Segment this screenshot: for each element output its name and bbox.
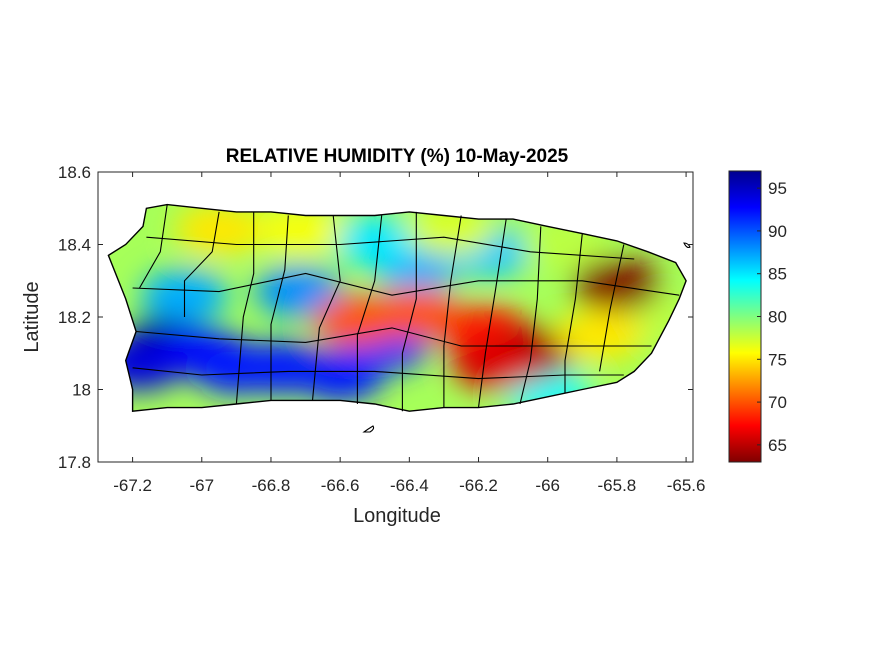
colorbar-tick-label: 65 bbox=[768, 436, 787, 455]
small-islands bbox=[362, 242, 691, 433]
municipality-boundary-0 bbox=[139, 204, 168, 289]
y-axis-ticks: 17.8 18 18.2 18.4 18.6 bbox=[58, 163, 693, 472]
y-tick-label: 18.6 bbox=[58, 163, 91, 182]
municipality-boundary-1 bbox=[183, 211, 220, 317]
humidity-blob-24 bbox=[555, 309, 644, 362]
municipality-boundary-12 bbox=[132, 272, 680, 296]
humidity-blob-23 bbox=[572, 258, 661, 311]
colorbar-tick-label: 85 bbox=[768, 265, 787, 284]
culebrita-shore bbox=[683, 242, 691, 249]
humidity-blob-8 bbox=[254, 265, 343, 318]
x-axis-ticks: -67.2 -67 -66.8 -66.6 -66.4 -66.2 -66 -65.8 -65.… bbox=[113, 172, 705, 495]
x-tick-label: -66.4 bbox=[390, 476, 429, 495]
humidity-blob-10 bbox=[330, 214, 419, 267]
municipality-boundary-7 bbox=[443, 215, 462, 408]
colorbar bbox=[728, 170, 762, 463]
x-tick-label: -67.2 bbox=[113, 476, 152, 495]
y-tick-label: 17.8 bbox=[58, 453, 91, 472]
x-tick-label: -66 bbox=[535, 476, 560, 495]
x-tick-label: -66.2 bbox=[459, 476, 498, 495]
colorbar-ticks: 65 70 75 80 85 90 95 bbox=[757, 179, 787, 455]
colorbar-tick-label: 90 bbox=[768, 222, 787, 241]
y-axis-label: Latitude bbox=[21, 281, 43, 352]
municipality-boundary-9 bbox=[519, 226, 542, 405]
municipality-boundary-13 bbox=[136, 327, 652, 347]
colorbar-tick-label: 95 bbox=[768, 179, 787, 198]
caja-de-muertos-island bbox=[362, 425, 375, 433]
humidity-blob-13 bbox=[175, 204, 264, 256]
municipality-boundary-11 bbox=[599, 244, 625, 372]
chart-title: RELATIVE HUMIDITY (%) 10-May-2025 bbox=[226, 146, 569, 167]
municipality-boundary-14 bbox=[146, 236, 635, 260]
humidity-blob-14 bbox=[254, 204, 343, 256]
x-tick-label: -66.8 bbox=[252, 476, 291, 495]
colorbar-tick-label: 75 bbox=[768, 350, 787, 369]
municipality-boundary-8 bbox=[477, 219, 507, 408]
island-outline bbox=[107, 203, 687, 412]
y-tick-label: 18.2 bbox=[58, 308, 91, 327]
x-tick-label: -65.6 bbox=[667, 476, 706, 495]
colorbar-tick-label: 70 bbox=[768, 393, 787, 412]
y-tick-label: 18.4 bbox=[58, 236, 91, 255]
municipality-boundary-4 bbox=[311, 215, 341, 401]
colorbar-tick-label: 80 bbox=[768, 308, 787, 327]
municipality-boundary-6 bbox=[401, 211, 417, 412]
x-tick-label: -65.8 bbox=[598, 476, 637, 495]
municipality-boundary-3 bbox=[270, 215, 289, 401]
x-tick-label: -66.6 bbox=[321, 476, 360, 495]
municipality-boundary-10 bbox=[564, 233, 583, 394]
municipality-boundary-2 bbox=[235, 211, 255, 405]
municipality-boundary-5 bbox=[356, 215, 383, 404]
x-tick-label: -67 bbox=[189, 476, 214, 495]
humidity-field bbox=[108, 204, 687, 412]
municipality-boundary-15 bbox=[132, 367, 624, 380]
y-tick-label: 18 bbox=[72, 381, 91, 400]
humidity-blob-19 bbox=[372, 287, 461, 340]
municipality-boundaries bbox=[132, 204, 680, 412]
x-axis-label: Longitude bbox=[353, 505, 441, 527]
